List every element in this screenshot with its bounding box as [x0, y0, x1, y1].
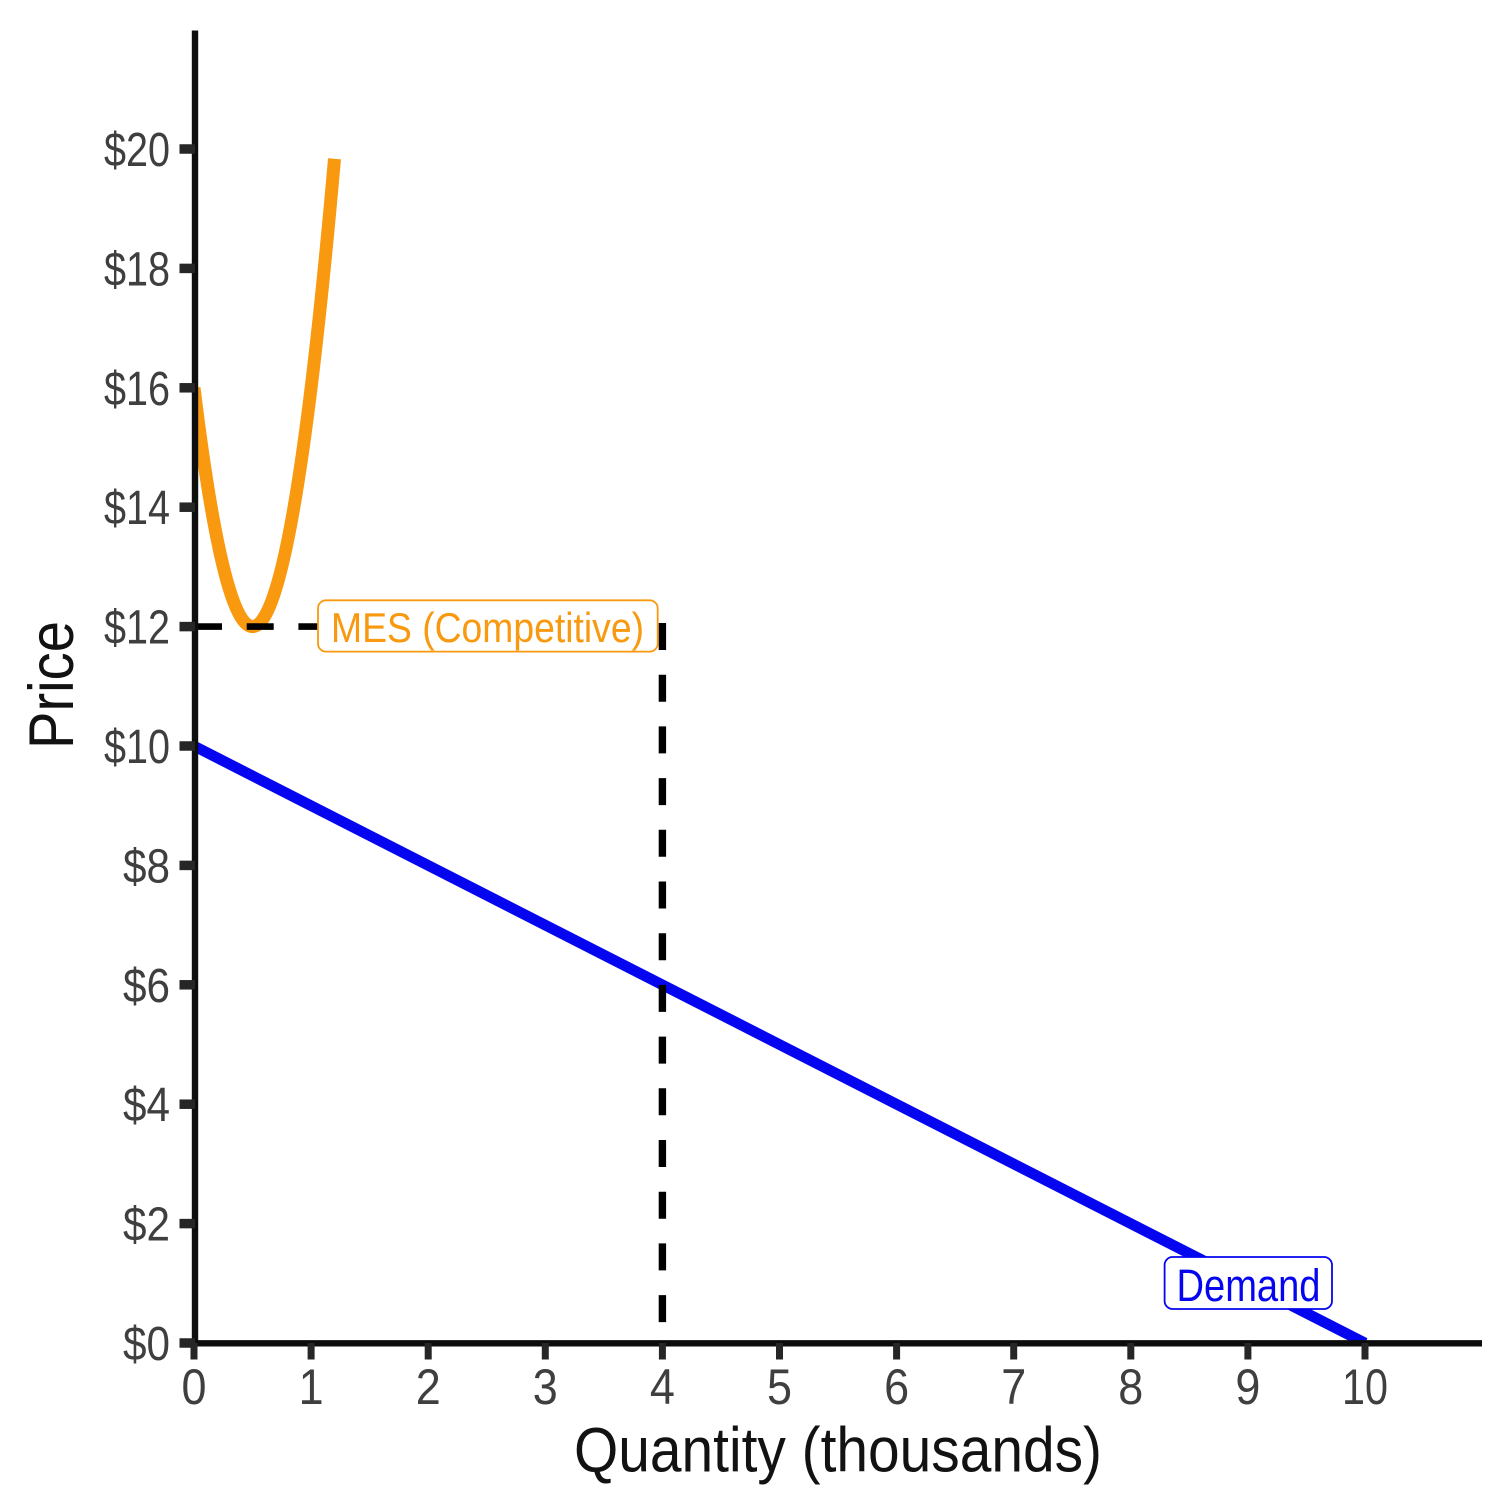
- svg-text:$20: $20: [104, 124, 170, 177]
- svg-text:Price: Price: [17, 621, 87, 749]
- svg-text:$6: $6: [123, 960, 170, 1013]
- svg-text:3: 3: [533, 1359, 558, 1415]
- svg-text:10: 10: [1342, 1359, 1388, 1415]
- svg-text:$18: $18: [104, 243, 170, 296]
- svg-text:$16: $16: [104, 363, 170, 416]
- svg-text:2: 2: [416, 1359, 441, 1415]
- svg-text:$0: $0: [123, 1318, 170, 1371]
- svg-text:$12: $12: [104, 602, 170, 655]
- svg-text:Quantity (thousands): Quantity (thousands): [574, 1416, 1102, 1486]
- svg-text:6: 6: [884, 1359, 909, 1415]
- svg-text:$4: $4: [123, 1079, 170, 1132]
- svg-text:MES (Competitive): MES (Competitive): [331, 604, 644, 651]
- svg-text:9: 9: [1235, 1359, 1260, 1415]
- svg-text:$14: $14: [104, 482, 170, 535]
- svg-text:$10: $10: [104, 721, 170, 774]
- svg-text:$8: $8: [123, 840, 170, 893]
- svg-text:1: 1: [299, 1359, 324, 1415]
- svg-text:4: 4: [650, 1359, 675, 1415]
- svg-text:7: 7: [1001, 1359, 1026, 1415]
- svg-text:$2: $2: [123, 1199, 170, 1252]
- svg-text:5: 5: [767, 1359, 792, 1415]
- svg-text:0: 0: [182, 1359, 207, 1415]
- svg-text:Demand: Demand: [1177, 1260, 1321, 1311]
- svg-text:8: 8: [1118, 1359, 1143, 1415]
